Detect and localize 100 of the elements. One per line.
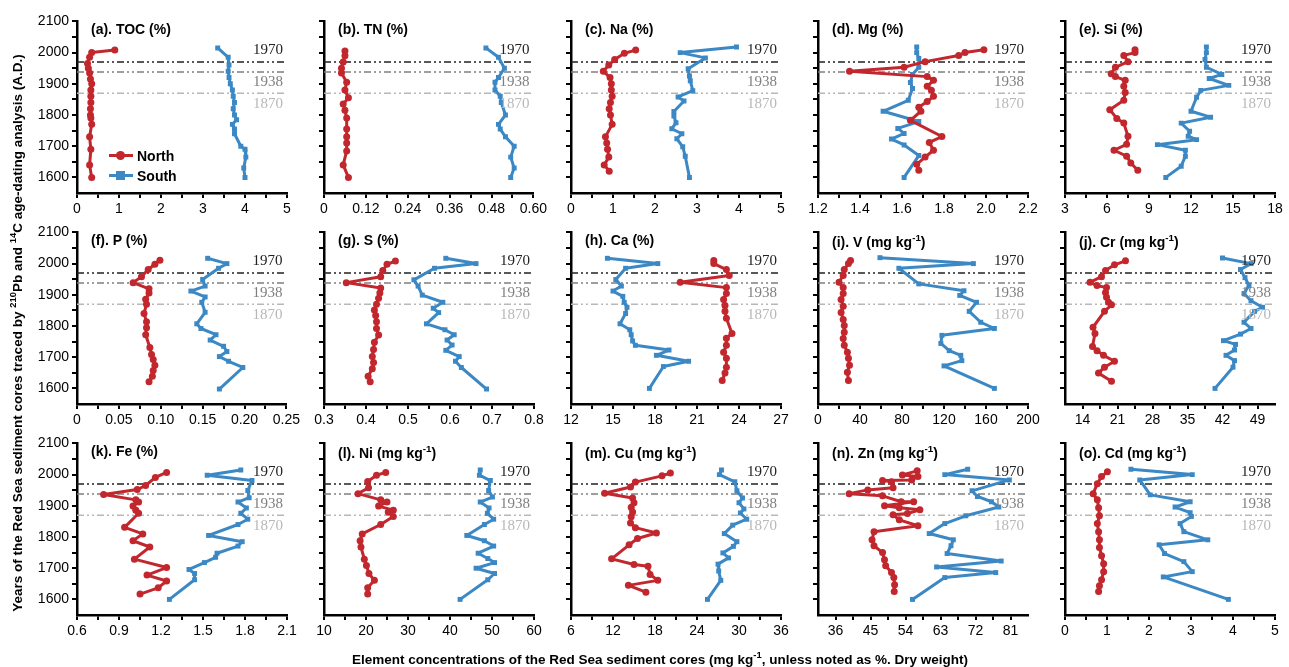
x-tick-label: 0.9 <box>109 622 129 639</box>
ref-line-label: 1970 <box>1241 252 1271 269</box>
chart-title: (n). Zn (mg kg$^{-1}$) <box>832 443 938 461</box>
y-tick-label: 2100 <box>37 12 70 29</box>
x-tick-label: 0 <box>814 411 823 428</box>
x-tick-label: 14 <box>1074 411 1091 428</box>
x-tick-label: 0.24 <box>394 200 422 217</box>
ref-line-label: 1870 <box>1241 94 1271 111</box>
x-tick-label: 4 <box>735 200 744 217</box>
x-tick-label: 0 <box>567 200 576 217</box>
ref-line-label: 1938 <box>994 73 1024 90</box>
x-tick-label: 9 <box>1145 200 1154 217</box>
x-tick-label: 1.8 <box>934 200 954 217</box>
x-tick-label: 0 <box>320 200 329 217</box>
x-tick-label: 0.25 <box>272 411 301 428</box>
ref-line-label: 1970 <box>747 252 777 269</box>
y-tick-label: 2100 <box>37 434 70 451</box>
x-tick-label: 6 <box>1103 200 1112 217</box>
ref-line-label: 1970 <box>253 41 283 58</box>
x-tick-label: 4 <box>241 200 250 217</box>
x-tick-label: 35 <box>1179 411 1196 428</box>
chart-title: (k). Fe (%) <box>91 443 158 459</box>
ref-line-label: 1938 <box>500 284 530 301</box>
ref-line-label: 1970 <box>994 463 1024 480</box>
x-tick-label: 21 <box>689 411 705 428</box>
x-tick-label: 2.1 <box>277 622 297 639</box>
ref-line-label: 1938 <box>1241 73 1271 90</box>
x-tick-label: 36 <box>773 622 789 639</box>
x-tick-label: 20 <box>358 622 374 639</box>
x-tick-label: 27 <box>773 411 789 428</box>
x-tick-label: 0.6 <box>67 622 87 639</box>
x-tick-label: 0.8 <box>524 411 544 428</box>
x-tick-label: 6 <box>567 622 576 639</box>
ref-line-label: 1970 <box>500 463 530 480</box>
x-tick-label: 1.6 <box>892 200 912 217</box>
x-tick-label: 28 <box>1144 411 1161 428</box>
ref-line-label: 1870 <box>747 516 777 533</box>
x-tick-label: 50 <box>484 622 500 639</box>
x-tick-label: 15 <box>1225 200 1241 217</box>
x-tick-label: 30 <box>731 622 747 639</box>
x-tick-label: 3 <box>1187 622 1196 639</box>
x-tick-label: 3 <box>199 200 208 217</box>
x-tick-label: 0.60 <box>519 200 548 217</box>
chart-title: (m). Cu (mg kg$^{-1}$) <box>585 443 697 461</box>
ref-line-label: 1938 <box>500 495 530 512</box>
x-tick-label: 18 <box>1267 200 1283 217</box>
x-tick-label: 1.4 <box>850 200 870 217</box>
ref-line-label: 1970 <box>747 41 777 58</box>
x-tick-label: 1.2 <box>151 622 171 639</box>
x-tick-label: 21 <box>1109 411 1126 428</box>
x-tick-label: 80 <box>894 411 910 428</box>
ref-line-label: 1870 <box>747 94 777 111</box>
y-tick-label: 1900 <box>37 285 70 302</box>
x-tick-label: 12 <box>563 411 579 428</box>
x-tick-label: 36 <box>827 622 844 639</box>
x-tick-label: 3 <box>1061 200 1070 217</box>
x-tick-label: 63 <box>932 622 949 639</box>
x-tick-label: 30 <box>400 622 416 639</box>
y-tick-label: 1800 <box>37 105 70 122</box>
x-tick-label: 5 <box>283 200 292 217</box>
x-tick-label: 24 <box>689 622 705 639</box>
ref-line-label: 1870 <box>747 305 777 322</box>
x-tick-label: 54 <box>897 622 914 639</box>
x-axis-title: Element concentrations of the Red Sea sediment cores (mg kg$^{-1}$, unless noted as %. Dry weight) <box>350 648 970 667</box>
y-tick-label: 1800 <box>37 527 70 544</box>
legend-label: South <box>137 167 177 185</box>
y-tick-label: 2000 <box>37 254 70 271</box>
x-tick-label: 2.0 <box>976 200 996 217</box>
chart-title: (a). TOC (%) <box>91 21 171 37</box>
x-tick-label: 2.2 <box>1018 200 1038 217</box>
ref-line-label: 1870 <box>500 516 530 533</box>
x-tick-label: 0.48 <box>477 200 506 217</box>
x-tick-label: 0 <box>73 411 82 428</box>
ref-line-label: 1938 <box>1241 495 1271 512</box>
x-tick-label: 1.8 <box>235 622 255 639</box>
y-tick-label: 2000 <box>37 465 70 482</box>
x-tick-label: 72 <box>967 622 984 639</box>
ref-line-label: 1970 <box>252 252 283 269</box>
ref-line-label: 1870 <box>994 305 1024 322</box>
x-tick-label: 2 <box>651 200 660 217</box>
y-tick-label: 2000 <box>37 43 70 60</box>
x-tick-label: 4 <box>1229 622 1238 639</box>
x-tick-label: 5 <box>1271 622 1280 639</box>
x-tick-label: 1 <box>115 200 124 217</box>
x-tick-label: 0.20 <box>230 411 259 428</box>
x-tick-label: 12 <box>605 622 621 639</box>
x-tick-label: 0 <box>1061 622 1070 639</box>
ref-line-label: 1870 <box>253 94 283 111</box>
x-tick-label: 0.36 <box>436 200 464 217</box>
ref-line-label: 1938 <box>253 495 283 512</box>
x-tick-label: 1 <box>609 200 618 217</box>
x-tick-label: 2 <box>157 200 166 217</box>
x-tick-label: 12 <box>1183 200 1199 217</box>
chart-title: (i). V (mg kg$^{-1}$) <box>832 232 926 250</box>
y-tick-label: 2100 <box>37 223 70 240</box>
x-tick-label: 0.7 <box>482 411 502 428</box>
ref-line-label: 1870 <box>1241 516 1271 533</box>
x-tick-label: 45 <box>862 622 879 639</box>
y-tick-label: 1700 <box>37 348 70 365</box>
chart-title: (o). Cd (mg kg$^{-1}$) <box>1079 443 1187 461</box>
